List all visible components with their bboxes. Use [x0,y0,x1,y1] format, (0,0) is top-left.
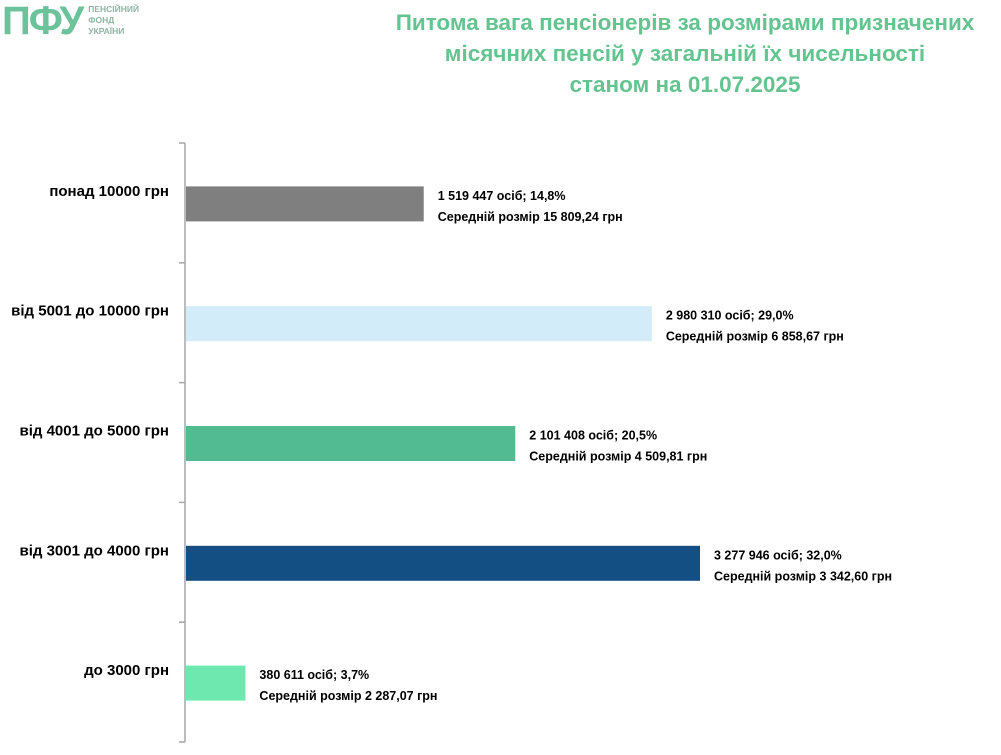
bar [186,306,652,342]
data-label: Середній розмір 2 287,07 грн [259,689,437,703]
logo-line: УКРАЇНИ [88,26,125,36]
category-label: від 5001 до 10000 грн [11,303,169,320]
data-label: 2 980 310 осіб; 29,0% [666,309,794,323]
logo: ПФУ ПЕНСІЙНИЙ ФОНД УКРАЇНИ [2,0,139,43]
bar [186,186,424,222]
logo-mark: ПФУ [2,0,84,43]
data-label: Середній розмір 3 342,60 грн [714,569,892,583]
data-label: Середній розмір 4 509,81 грн [529,450,707,464]
logo-line: ПЕНСІЙНИЙ [88,4,140,14]
data-label: 2 101 408 осіб; 20,5% [529,429,657,443]
data-label: Середній розмір 6 858,67 грн [666,330,844,344]
category-label: понад 10000 грн [49,183,169,200]
chart-title-line: місячних пенсій у загальній їх чисельнос… [444,41,926,66]
category-label: від 4001 до 5000 грн [20,423,169,440]
logo-text: ПЕНСІЙНИЙ ФОНД УКРАЇНИ [88,4,139,37]
bar [186,426,516,461]
bar [186,665,246,701]
category-label: від 3001 до 4000 грн [20,542,169,559]
bar [186,545,700,581]
data-label: Середній розмір 15 809,24 грн [438,210,623,224]
data-label: 1 519 447 осіб; 14,8% [438,189,566,203]
chart-title-line: станом на 01.07.2025 [569,72,801,97]
data-label: 380 611 осіб; 3,7% [259,668,369,682]
data-label: 3 277 946 осіб; 32,0% [714,548,842,562]
logo-line: ФОНД [88,15,115,25]
chart-title-line: Питома вага пенсіонерів за розмірами при… [395,10,975,35]
category-label: до 3000 грн [84,662,169,679]
chart-title: Питома вага пенсіонерів за розмірами при… [370,7,1000,100]
